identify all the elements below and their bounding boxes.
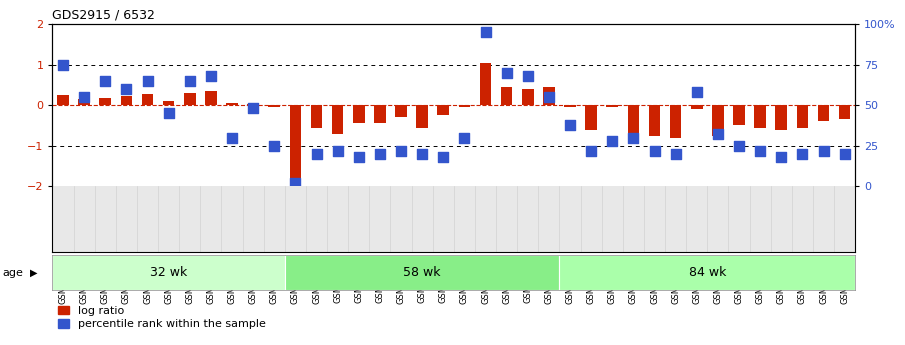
Bar: [522, 89, 534, 105]
Point: [520, 73, 535, 79]
Point: [246, 106, 261, 111]
Bar: [500, 87, 512, 105]
Point: [77, 95, 91, 100]
Bar: [52, 255, 285, 290]
Point: [436, 154, 451, 160]
Point: [140, 78, 155, 84]
Point: [457, 135, 472, 140]
Bar: [57, 95, 69, 105]
Point: [351, 154, 366, 160]
Point: [310, 151, 324, 157]
Point: [584, 148, 598, 154]
Bar: [480, 63, 491, 105]
Point: [56, 62, 71, 68]
Point: [816, 148, 831, 154]
Bar: [395, 105, 407, 117]
Point: [119, 86, 134, 92]
Bar: [670, 105, 681, 138]
Point: [795, 151, 810, 157]
Point: [647, 148, 662, 154]
Bar: [142, 94, 153, 105]
Bar: [586, 105, 597, 130]
Point: [204, 73, 218, 79]
Point: [161, 110, 176, 116]
Bar: [374, 105, 386, 124]
Bar: [120, 96, 132, 105]
Point: [183, 78, 197, 84]
Point: [414, 151, 429, 157]
Point: [267, 143, 281, 149]
Bar: [269, 105, 281, 107]
Bar: [755, 105, 766, 128]
Text: 32 wk: 32 wk: [150, 266, 187, 279]
Point: [288, 180, 302, 186]
Bar: [733, 105, 745, 126]
Bar: [627, 105, 639, 142]
Legend: log ratio, percentile rank within the sample: log ratio, percentile rank within the sa…: [58, 306, 266, 329]
Point: [605, 138, 620, 144]
Bar: [79, 99, 90, 105]
Point: [500, 70, 514, 76]
Bar: [437, 105, 449, 115]
Bar: [353, 105, 365, 124]
Bar: [226, 103, 238, 105]
Point: [732, 143, 747, 149]
Bar: [559, 255, 855, 290]
Point: [690, 89, 704, 95]
Bar: [100, 98, 111, 105]
Bar: [285, 255, 559, 290]
Bar: [649, 105, 661, 136]
Bar: [606, 105, 618, 107]
Bar: [712, 105, 724, 136]
Point: [669, 151, 683, 157]
Point: [753, 148, 767, 154]
Point: [330, 148, 345, 154]
Point: [710, 132, 725, 137]
Bar: [564, 105, 576, 107]
Bar: [184, 93, 195, 105]
Text: 84 wk: 84 wk: [689, 266, 726, 279]
Bar: [839, 105, 851, 119]
Bar: [290, 105, 301, 180]
Bar: [776, 105, 787, 130]
Point: [542, 95, 557, 100]
Text: GDS2915 / 6532: GDS2915 / 6532: [52, 9, 156, 22]
Bar: [818, 105, 829, 121]
Point: [224, 135, 239, 140]
Point: [394, 148, 408, 154]
Point: [563, 122, 577, 127]
Point: [373, 151, 387, 157]
Text: 58 wk: 58 wk: [404, 266, 441, 279]
Bar: [416, 105, 428, 128]
Point: [98, 78, 112, 84]
Bar: [543, 87, 555, 105]
Bar: [163, 101, 175, 105]
Bar: [205, 91, 216, 105]
Bar: [459, 105, 471, 107]
Text: ▶: ▶: [30, 268, 37, 277]
Point: [479, 30, 493, 35]
Point: [837, 151, 852, 157]
Bar: [691, 105, 702, 109]
Bar: [332, 105, 344, 134]
Text: age: age: [3, 268, 24, 277]
Point: [626, 135, 641, 140]
Bar: [310, 105, 322, 128]
Point: [774, 154, 788, 160]
Bar: [796, 105, 808, 128]
